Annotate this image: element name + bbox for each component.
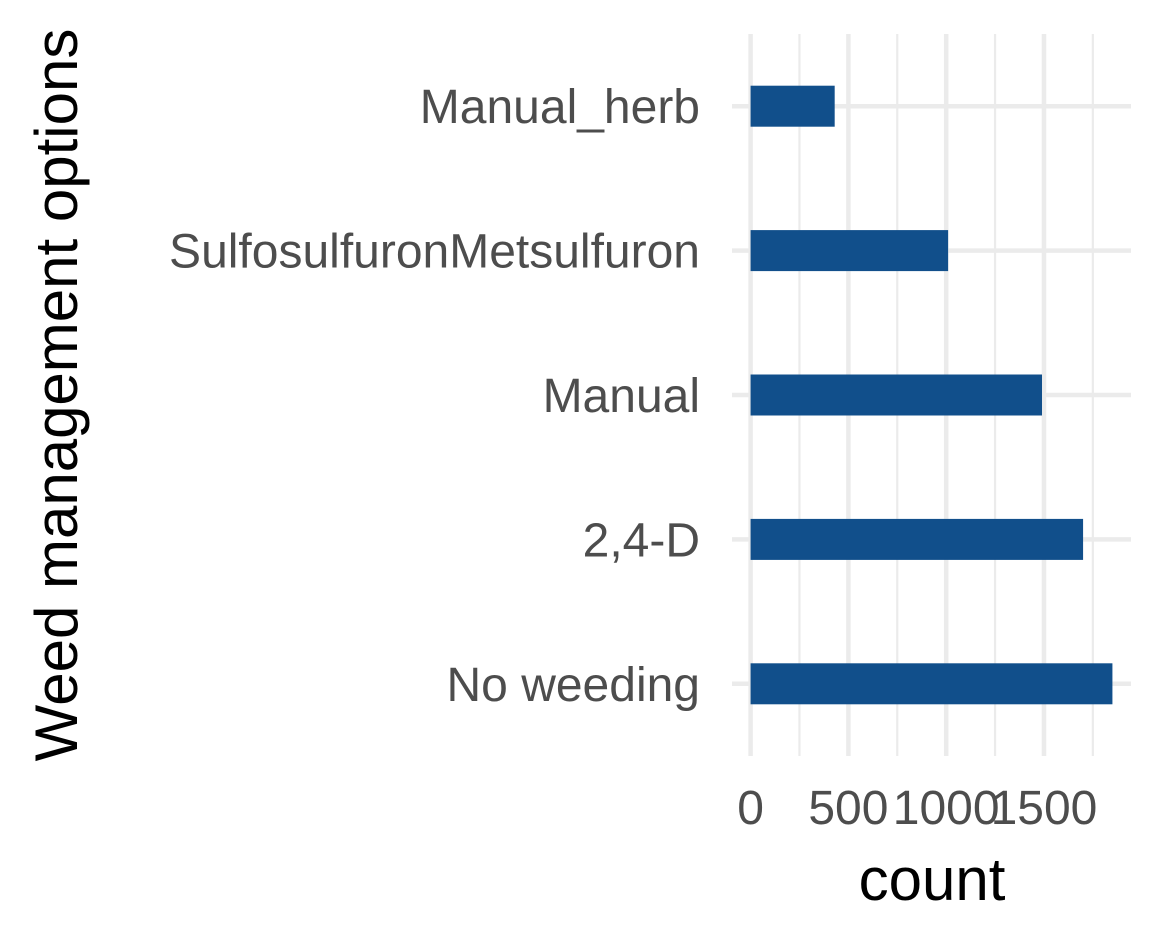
x-axis-title: count bbox=[859, 846, 1006, 913]
bars bbox=[750, 85, 1113, 705]
y-tick-label: Manual_herb bbox=[420, 81, 700, 134]
y-tick-label: SulfosulfuronMetsulfuron bbox=[169, 226, 700, 279]
bar bbox=[750, 663, 1113, 705]
bar bbox=[750, 518, 1084, 560]
y-tick-label: 2,4-D bbox=[583, 514, 700, 567]
bar bbox=[750, 230, 949, 272]
y-tick-label: No weeding bbox=[447, 659, 701, 712]
y-axis-title: Weed management options bbox=[23, 29, 90, 762]
x-tick-label: 500 bbox=[808, 782, 888, 835]
y-tick-label: Manual bbox=[543, 370, 700, 423]
x-tick-label: 1500 bbox=[991, 782, 1098, 835]
bar bbox=[750, 85, 835, 127]
x-tick-label: 0 bbox=[737, 782, 764, 835]
x-tick-label: 1000 bbox=[893, 782, 1000, 835]
y-axis-tick-labels: Manual_herb SulfosulfuronMetsulfuron Manua… bbox=[169, 81, 700, 712]
bar bbox=[750, 374, 1043, 416]
